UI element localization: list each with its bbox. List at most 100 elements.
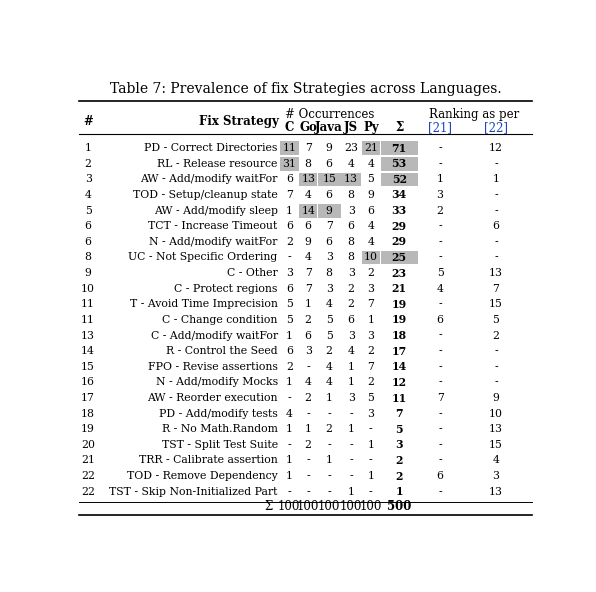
Text: 15: 15 <box>489 440 503 450</box>
Text: Go: Go <box>299 121 317 134</box>
Text: 1: 1 <box>347 424 355 435</box>
Text: C - Add/modify waitFor: C - Add/modify waitFor <box>151 330 278 340</box>
Text: -: - <box>438 377 442 387</box>
Text: 4: 4 <box>305 252 312 262</box>
Text: 11: 11 <box>392 392 407 404</box>
Text: -: - <box>327 408 331 419</box>
Text: 9: 9 <box>85 268 92 278</box>
Text: PD - Correct Directories: PD - Correct Directories <box>144 143 278 153</box>
Text: 1: 1 <box>286 471 293 481</box>
Text: 4: 4 <box>286 408 293 419</box>
Text: -: - <box>438 487 442 497</box>
Text: 4: 4 <box>437 284 443 294</box>
Text: 2: 2 <box>492 330 499 340</box>
Text: PD - Add/modify tests: PD - Add/modify tests <box>159 408 278 419</box>
Text: 11: 11 <box>81 315 95 325</box>
Text: 1: 1 <box>305 300 312 309</box>
Text: 2: 2 <box>347 300 355 309</box>
Text: 10: 10 <box>489 408 503 419</box>
Text: 4: 4 <box>347 159 355 169</box>
Text: 2: 2 <box>367 346 374 356</box>
Text: -: - <box>438 440 442 450</box>
Text: # Occurrences: # Occurrences <box>285 108 375 121</box>
Text: -: - <box>438 330 442 340</box>
Text: -: - <box>494 237 498 247</box>
Text: -: - <box>327 471 331 481</box>
Text: -: - <box>494 362 498 372</box>
Text: 4: 4 <box>85 190 92 200</box>
Text: -: - <box>287 252 291 262</box>
Text: 5: 5 <box>85 205 92 215</box>
Text: 1: 1 <box>347 362 355 372</box>
Text: 17: 17 <box>392 346 407 356</box>
Text: Σ: Σ <box>395 121 403 134</box>
Text: 5: 5 <box>326 315 333 325</box>
Text: 4: 4 <box>367 237 374 247</box>
Text: 7: 7 <box>437 393 443 403</box>
Text: -: - <box>494 252 498 262</box>
Text: 4: 4 <box>347 346 355 356</box>
Text: 5: 5 <box>395 424 403 435</box>
Text: 10: 10 <box>81 284 95 294</box>
Text: 7: 7 <box>305 284 312 294</box>
Text: 1: 1 <box>85 143 92 153</box>
Text: 1: 1 <box>286 377 293 387</box>
Text: 2: 2 <box>85 159 92 169</box>
Text: 3: 3 <box>305 346 312 356</box>
Text: 3: 3 <box>85 175 92 184</box>
Text: 1: 1 <box>395 486 403 497</box>
Text: 12: 12 <box>489 143 503 153</box>
Text: 2: 2 <box>286 237 293 247</box>
Text: 1: 1 <box>367 440 374 450</box>
Text: 1: 1 <box>286 424 293 435</box>
Text: 3: 3 <box>347 268 355 278</box>
Text: 100: 100 <box>359 500 382 513</box>
Text: 8: 8 <box>347 237 355 247</box>
Text: 13: 13 <box>301 175 315 184</box>
Text: 2: 2 <box>396 455 403 466</box>
Text: 4: 4 <box>326 300 333 309</box>
Text: 3: 3 <box>395 439 403 451</box>
Text: -: - <box>438 424 442 435</box>
Text: 17: 17 <box>81 393 95 403</box>
Text: 6: 6 <box>326 190 333 200</box>
Text: 3: 3 <box>347 330 355 340</box>
Text: 16: 16 <box>81 377 95 387</box>
Text: 4: 4 <box>326 362 333 372</box>
Text: RL - Release resource: RL - Release resource <box>157 159 278 169</box>
Text: -: - <box>438 455 442 465</box>
Text: -: - <box>494 205 498 215</box>
Text: 34: 34 <box>392 189 407 201</box>
Text: [22]: [22] <box>484 121 508 134</box>
Text: 6: 6 <box>437 315 443 325</box>
Text: 3: 3 <box>437 190 443 200</box>
Text: -: - <box>287 440 291 450</box>
Text: 3: 3 <box>367 284 374 294</box>
Text: 7: 7 <box>395 408 403 419</box>
Text: 13: 13 <box>489 268 503 278</box>
Text: Java: Java <box>315 121 343 134</box>
Text: 7: 7 <box>367 300 374 309</box>
Text: 2: 2 <box>396 471 403 482</box>
Text: R - No Math.Random: R - No Math.Random <box>162 424 278 435</box>
Text: 5: 5 <box>367 175 374 184</box>
Text: 100: 100 <box>340 500 362 513</box>
Text: 13: 13 <box>489 424 503 435</box>
Text: 10: 10 <box>364 252 378 262</box>
Text: 6: 6 <box>437 471 443 481</box>
Text: 7: 7 <box>305 143 312 153</box>
Text: 1: 1 <box>437 175 443 184</box>
Text: 6: 6 <box>326 159 333 169</box>
Text: 4: 4 <box>492 455 499 465</box>
Text: 21: 21 <box>81 455 95 465</box>
Text: 4: 4 <box>305 190 312 200</box>
Text: 3: 3 <box>326 252 333 262</box>
Text: 1: 1 <box>492 175 499 184</box>
Text: 29: 29 <box>392 236 406 247</box>
Text: 2: 2 <box>305 440 312 450</box>
Text: 9: 9 <box>326 205 333 215</box>
Text: AW - Reorder execution: AW - Reorder execution <box>147 393 278 403</box>
Text: 19: 19 <box>392 314 407 326</box>
Bar <box>342 173 361 186</box>
Text: 6: 6 <box>286 346 293 356</box>
